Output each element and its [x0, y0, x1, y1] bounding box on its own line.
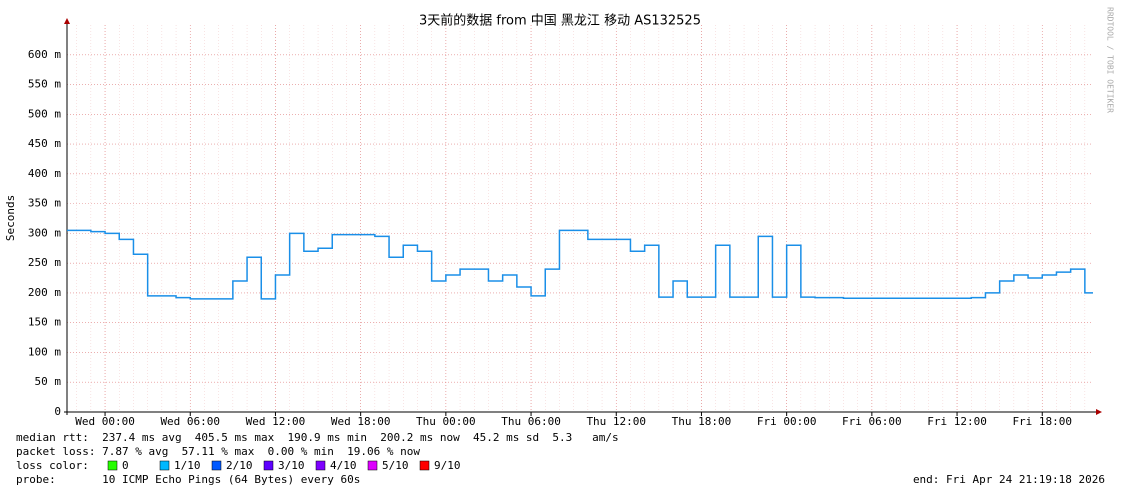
probe-line: probe: 10 ICMP Echo Pings (64 Bytes) eve…	[16, 473, 360, 486]
y-tick-label: 250 m	[28, 256, 61, 269]
y-tick-label: 450 m	[28, 137, 61, 150]
legend-swatch	[107, 460, 118, 471]
legend-swatch	[263, 460, 274, 471]
x-tick-label: Thu 12:00	[586, 415, 646, 428]
x-tick-label: Thu 06:00	[501, 415, 561, 428]
x-tick-label: Wed 18:00	[331, 415, 391, 428]
chart-title: 3天前的数据 from 中国 黑龙江 移动 AS132525	[419, 13, 701, 29]
legend-swatch	[367, 460, 378, 471]
x-tick-label: Fri 00:00	[757, 415, 817, 428]
y-tick-label: 0	[54, 405, 61, 418]
y-tick-label: 200 m	[28, 286, 61, 299]
legend-label: 2/10	[226, 459, 253, 472]
legend-label: 0	[122, 459, 129, 472]
y-tick-label: 350 m	[28, 197, 61, 210]
x-tick-label: Wed 00:00	[75, 415, 135, 428]
legend-swatch	[419, 460, 430, 471]
end-line: end: Fri Apr 24 21:19:18 2026	[913, 473, 1105, 486]
y-arrow	[64, 18, 70, 24]
x-tick-label: Wed 06:00	[160, 415, 220, 428]
y-tick-label: 400 m	[28, 167, 61, 180]
x-tick-label: Wed 12:00	[246, 415, 306, 428]
x-tick-label: Fri 12:00	[927, 415, 987, 428]
y-tick-label: 300 m	[28, 226, 61, 239]
legend-swatch	[211, 460, 222, 471]
side-label: RRDTOOL / TOBI OETIKER	[1106, 7, 1115, 113]
loss-label: loss color:	[16, 459, 89, 472]
legend-label: 4/10	[330, 459, 357, 472]
stats-line: packet loss: 7.87 % avg 57.11 % max 0.00…	[16, 445, 420, 458]
y-tick-label: 100 m	[28, 345, 61, 358]
y-axis-label: Seconds	[4, 195, 17, 241]
y-tick-label: 50 m	[35, 375, 62, 388]
x-tick-label: Thu 18:00	[672, 415, 732, 428]
stats-line: median rtt: 237.4 ms avg 405.5 ms max 19…	[16, 431, 619, 444]
legend-label: 3/10	[278, 459, 305, 472]
legend-label: 9/10	[434, 459, 461, 472]
x-tick-label: Thu 00:00	[416, 415, 476, 428]
x-tick-label: Fri 18:00	[1012, 415, 1072, 428]
legend-swatch	[159, 460, 170, 471]
x-tick-label: Fri 06:00	[842, 415, 902, 428]
y-tick-label: 550 m	[28, 78, 61, 91]
x-arrow	[1096, 409, 1102, 415]
y-tick-label: 500 m	[28, 107, 61, 120]
legend-label: 5/10	[382, 459, 409, 472]
median-line	[67, 229, 1093, 300]
legend-label: 1/10	[174, 459, 201, 472]
y-tick-label: 600 m	[28, 48, 61, 61]
y-tick-label: 150 m	[28, 316, 61, 329]
legend-swatch	[315, 460, 326, 471]
